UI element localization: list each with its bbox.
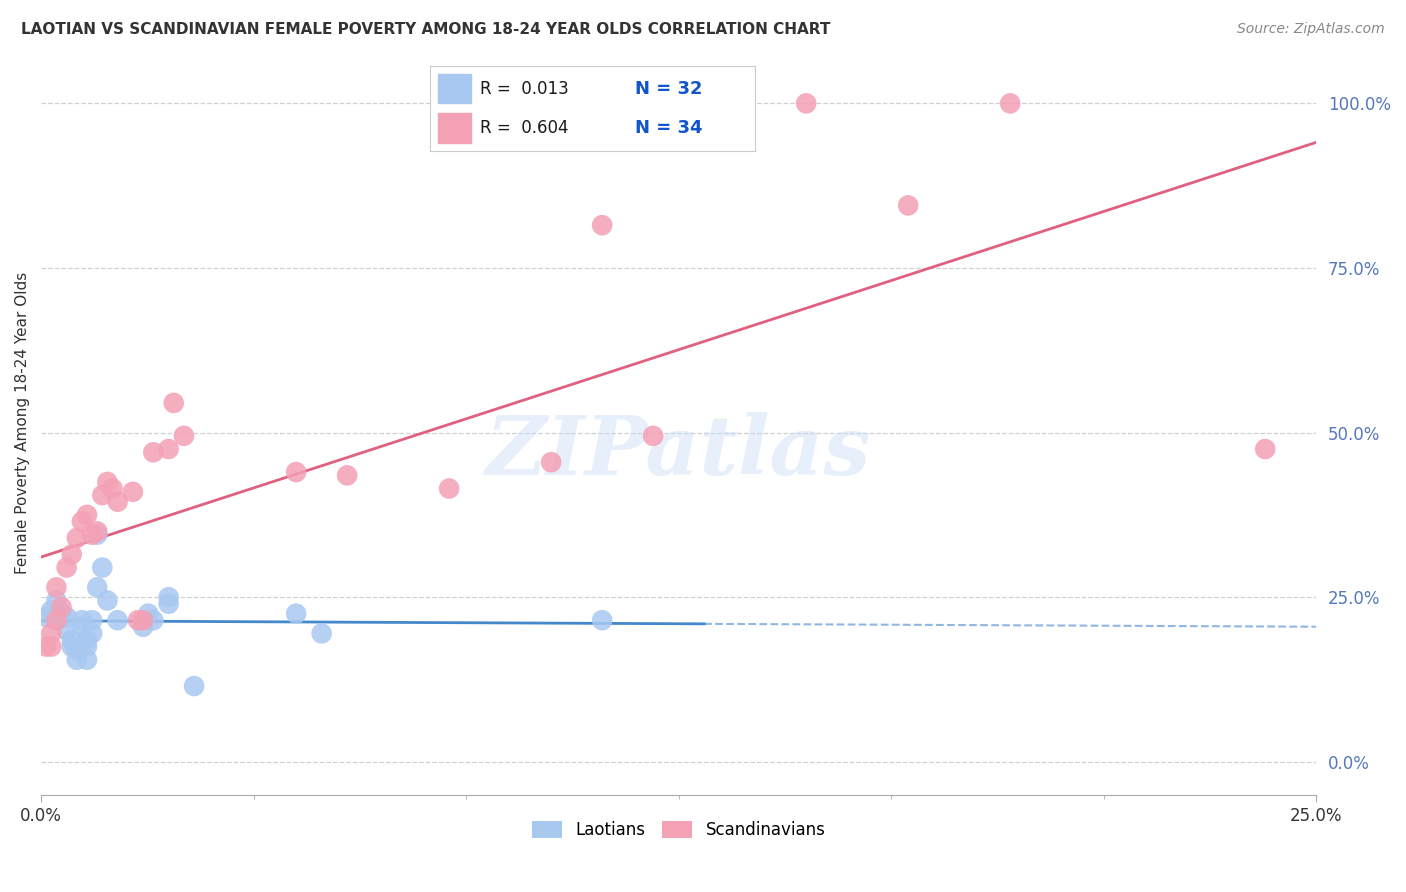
Point [157,590,180,604]
Point [142,613,165,627]
Point [70,620,93,634]
Y-axis label: Female Poverty Among 18-24 Year Olds: Female Poverty Among 18-24 Year Olds [15,271,30,574]
Point [60,640,83,654]
Point [70,515,93,529]
Point [794,96,817,111]
Point [336,468,359,483]
Point [82,613,104,627]
Point [86,527,108,541]
Point [55,610,77,624]
Point [142,445,165,459]
Point [107,613,129,627]
Point [55,623,77,637]
Point [70,613,93,627]
Point [51,607,73,621]
Text: LAOTIAN VS SCANDINAVIAN FEMALE POVERTY AMONG 18-24 YEAR OLDS CORRELATION CHART: LAOTIAN VS SCANDINAVIAN FEMALE POVERTY A… [21,22,831,37]
Point [101,482,124,496]
Point [66,643,89,657]
Point [45,613,67,627]
Point [96,475,118,489]
Point [132,620,155,634]
Point [76,640,98,654]
Point [76,508,98,522]
Point [76,653,98,667]
Point [1254,442,1277,456]
Point [157,597,180,611]
Point [591,218,613,232]
Point [39,640,62,654]
Point [76,632,98,647]
Point [60,548,83,562]
Point [45,580,67,594]
Point [82,527,104,541]
Point [86,580,108,594]
Point [122,484,145,499]
Point [132,613,155,627]
Point [35,610,58,624]
Point [91,488,114,502]
Point [157,442,180,456]
Point [66,531,89,545]
Point [39,626,62,640]
Point [91,560,114,574]
Point [107,494,129,508]
Legend: Laotians, Scandinavians: Laotians, Scandinavians [526,814,832,846]
Point [136,607,159,621]
Point [540,455,562,469]
Point [60,632,83,647]
Point [39,603,62,617]
Point [643,429,665,443]
Point [163,396,186,410]
Point [45,613,67,627]
Point [311,626,333,640]
Point [285,465,308,479]
Point [35,640,58,654]
Point [897,198,920,212]
Text: ZIPatlas: ZIPatlas [486,412,872,492]
Point [86,524,108,539]
Point [173,429,195,443]
Point [285,607,308,621]
Point [51,600,73,615]
Point [55,560,77,574]
Point [82,626,104,640]
Point [183,679,205,693]
Point [591,613,613,627]
Text: Source: ZipAtlas.com: Source: ZipAtlas.com [1237,22,1385,37]
Point [66,653,89,667]
Point [437,482,460,496]
Point [45,593,67,607]
Point [96,593,118,607]
Point [998,96,1021,111]
Point [127,613,149,627]
